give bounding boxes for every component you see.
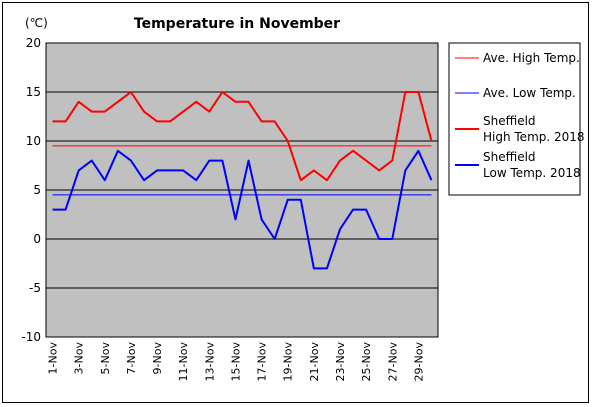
x-tick-label: 5-Nov — [99, 342, 112, 375]
x-tick-label: 21-Nov — [308, 342, 321, 382]
legend-label: Ave. High Temp. — [483, 51, 580, 65]
y-tick-label: 10 — [26, 134, 41, 148]
x-tick-label: 19-Nov — [282, 342, 295, 382]
x-tick-label: 11-Nov — [177, 342, 190, 382]
x-tick-label: 15-Nov — [229, 342, 242, 382]
y-tick-label: 0 — [33, 232, 41, 246]
x-tick-label: 17-Nov — [256, 342, 269, 382]
series-line-sheffield-high — [52, 91, 433, 182]
y-tick-label: 20 — [26, 36, 41, 50]
x-tick-label: 1-Nov — [47, 342, 60, 375]
legend-label-line: Sheffield — [483, 150, 536, 164]
legend-label: Sheffield High Temp. 2018 — [483, 114, 585, 144]
y-tick-label: -10 — [21, 330, 41, 344]
legend-box — [448, 42, 581, 196]
series-line-sheffield-low — [52, 149, 433, 270]
temperature-chart: Temperature in November (℃) -10 -5 0 5 10 15 20 1… — [21, 16, 585, 382]
x-tick-label: 3-Nov — [73, 342, 86, 375]
x-tick-label: 29-Nov — [412, 342, 425, 382]
chart-frame: Temperature in November (℃) -10 -5 0 5 10 15 20 1… — [2, 2, 589, 403]
x-tick-label: 9-Nov — [151, 342, 164, 375]
y-tick-label: 15 — [26, 85, 41, 99]
legend-label: Sheffield Low Temp. 2018 — [483, 150, 581, 180]
x-tick-label: 23-Nov — [334, 342, 347, 382]
chart-title: Temperature in November — [134, 16, 340, 32]
legend-label-line: Sheffield — [483, 114, 536, 128]
y-unit-label: (℃) — [25, 16, 48, 30]
x-tick-label: 25-Nov — [360, 342, 373, 382]
y-tick-label: -5 — [29, 281, 41, 295]
legend-label-line: Low Temp. 2018 — [483, 166, 581, 180]
legend-label: Ave. Low Temp. — [483, 86, 576, 100]
x-tick-label: 27-Nov — [386, 342, 399, 382]
y-tick-label: 5 — [33, 183, 41, 197]
x-tick-label: 7-Nov — [125, 342, 138, 375]
legend-label-line: High Temp. 2018 — [483, 130, 585, 144]
x-tick-label: 13-Nov — [203, 342, 216, 382]
